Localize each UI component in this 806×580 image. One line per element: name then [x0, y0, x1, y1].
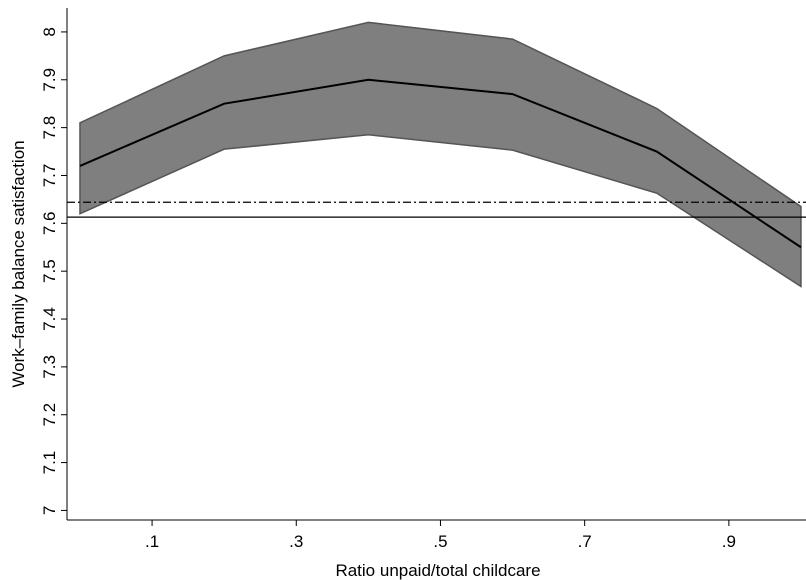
y-axis-title: Work–family balance satisfaction — [9, 140, 28, 387]
x-tick-label: .5 — [433, 532, 447, 551]
x-tick-label: .1 — [145, 532, 159, 551]
x-tick-label: .3 — [289, 532, 303, 551]
y-tick-label: 7.5 — [40, 259, 59, 283]
y-tick-label: 7.2 — [40, 403, 59, 427]
y-tick-label: 7 — [40, 506, 59, 515]
y-tick-label: 7.8 — [40, 116, 59, 140]
y-tick-label: 7.3 — [40, 355, 59, 379]
y-tick-label: 7.4 — [40, 307, 59, 331]
estimate-line — [79, 78, 802, 249]
x-axis-title: Ratio unpaid/total childcare — [335, 561, 540, 580]
y-tick-label: 7.9 — [40, 68, 59, 92]
y-tick-label: 8 — [40, 27, 59, 36]
y-tick-label: 7.1 — [40, 451, 59, 475]
x-tick-label: .7 — [578, 532, 592, 551]
x-tick-label: .9 — [722, 532, 736, 551]
y-tick-label: 7.7 — [40, 164, 59, 188]
y-tick-label: 7.6 — [40, 212, 59, 236]
confidence-band — [79, 21, 802, 288]
